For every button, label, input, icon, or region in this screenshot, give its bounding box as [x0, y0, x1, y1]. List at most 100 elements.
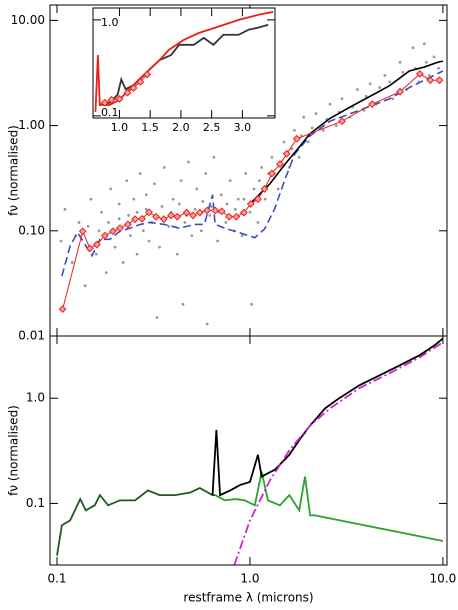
data-marker [246, 200, 255, 208]
x-tick-label: 2.0 [172, 121, 190, 134]
data-point [193, 207, 197, 211]
data-point [195, 187, 199, 191]
data-point [144, 193, 148, 197]
data-point [282, 140, 286, 144]
data-point [334, 124, 338, 127]
data-point [250, 302, 254, 306]
data-point [236, 197, 240, 201]
data-point [248, 210, 252, 214]
data-point [141, 229, 145, 233]
data-marker [225, 212, 234, 221]
data-point [225, 202, 229, 206]
data-point [209, 205, 213, 208]
data-point [364, 94, 368, 98]
data-point [100, 210, 103, 214]
data-point [104, 271, 108, 275]
data-point [201, 200, 205, 203]
data-marker [189, 211, 197, 220]
data-point [162, 166, 166, 169]
data-marker [78, 227, 87, 236]
data-point [244, 172, 248, 175]
data-point [155, 316, 159, 319]
data-point [183, 221, 187, 224]
data-marker [109, 227, 117, 236]
data-point [113, 245, 117, 249]
data-marker [239, 208, 248, 217]
data-marker [145, 208, 153, 217]
data-point [59, 239, 63, 243]
data-marker [435, 76, 444, 85]
data-marker [260, 185, 269, 193]
data-point [144, 207, 148, 211]
data-point [125, 179, 129, 182]
series-line [211, 337, 444, 497]
data-marker [116, 224, 124, 233]
data-point [219, 193, 223, 197]
data-point [310, 126, 314, 130]
plot-layer [58, 42, 444, 326]
data-point [77, 221, 81, 224]
series-line [249, 60, 444, 205]
data-point [432, 55, 436, 59]
data-point [240, 234, 244, 238]
data-marker [92, 240, 101, 249]
data-point [328, 102, 332, 106]
y-axis-label: fν (normalised) [7, 405, 21, 496]
axes-frame [92, 7, 276, 119]
data-point [86, 225, 90, 228]
axes-frame [49, 335, 448, 566]
data-point [256, 221, 260, 224]
data-marker [217, 207, 226, 216]
data-marker [173, 212, 182, 221]
data-marker [136, 77, 145, 86]
data-marker [123, 220, 132, 229]
data-marker [107, 95, 116, 104]
data-point [171, 197, 175, 201]
data-marker [182, 208, 191, 217]
data-point [270, 155, 274, 159]
data-point [401, 71, 405, 74]
data-marker [100, 98, 109, 107]
data-point [321, 128, 325, 132]
data-marker [426, 76, 435, 85]
data-point [302, 115, 306, 119]
data-point [94, 252, 98, 256]
panel: 1.0 0.1 1.0 1.5 2.0 2.5 3.0 [92, 7, 276, 134]
data-point [252, 187, 256, 191]
data-point [135, 210, 139, 214]
plot-layer [94, 11, 274, 112]
data-point [411, 46, 415, 50]
data-point [190, 234, 194, 238]
plot-area [93, 8, 275, 118]
data-marker [396, 87, 405, 96]
x-tick-label: 10.0 [430, 572, 457, 586]
data-point [306, 140, 310, 144]
data-marker [276, 160, 284, 169]
data-point [297, 155, 301, 159]
data-marker [338, 117, 346, 126]
data-point [89, 197, 93, 201]
data-point [109, 187, 113, 191]
y-tick-label: 0.1 [101, 106, 119, 119]
data-point [187, 160, 190, 164]
data-point [427, 73, 431, 77]
data-point [117, 217, 121, 221]
data-marker [123, 88, 132, 97]
data-point [276, 187, 280, 191]
y-tick-label: 1.0 [101, 16, 119, 29]
data-point [293, 128, 296, 132]
data-point [216, 239, 220, 243]
data-marker [368, 100, 377, 109]
data-point [128, 234, 132, 238]
x-tick-label: 1.0 [111, 121, 129, 134]
data-point [147, 239, 151, 243]
data-marker [152, 212, 160, 221]
data-point [378, 86, 382, 89]
data-point [127, 214, 130, 217]
data-marker [268, 169, 276, 178]
data-marker [138, 214, 146, 223]
data-point [63, 207, 67, 211]
series-line [61, 70, 444, 277]
x-tick-label: 0.1 [47, 572, 66, 586]
data-point [314, 112, 318, 115]
